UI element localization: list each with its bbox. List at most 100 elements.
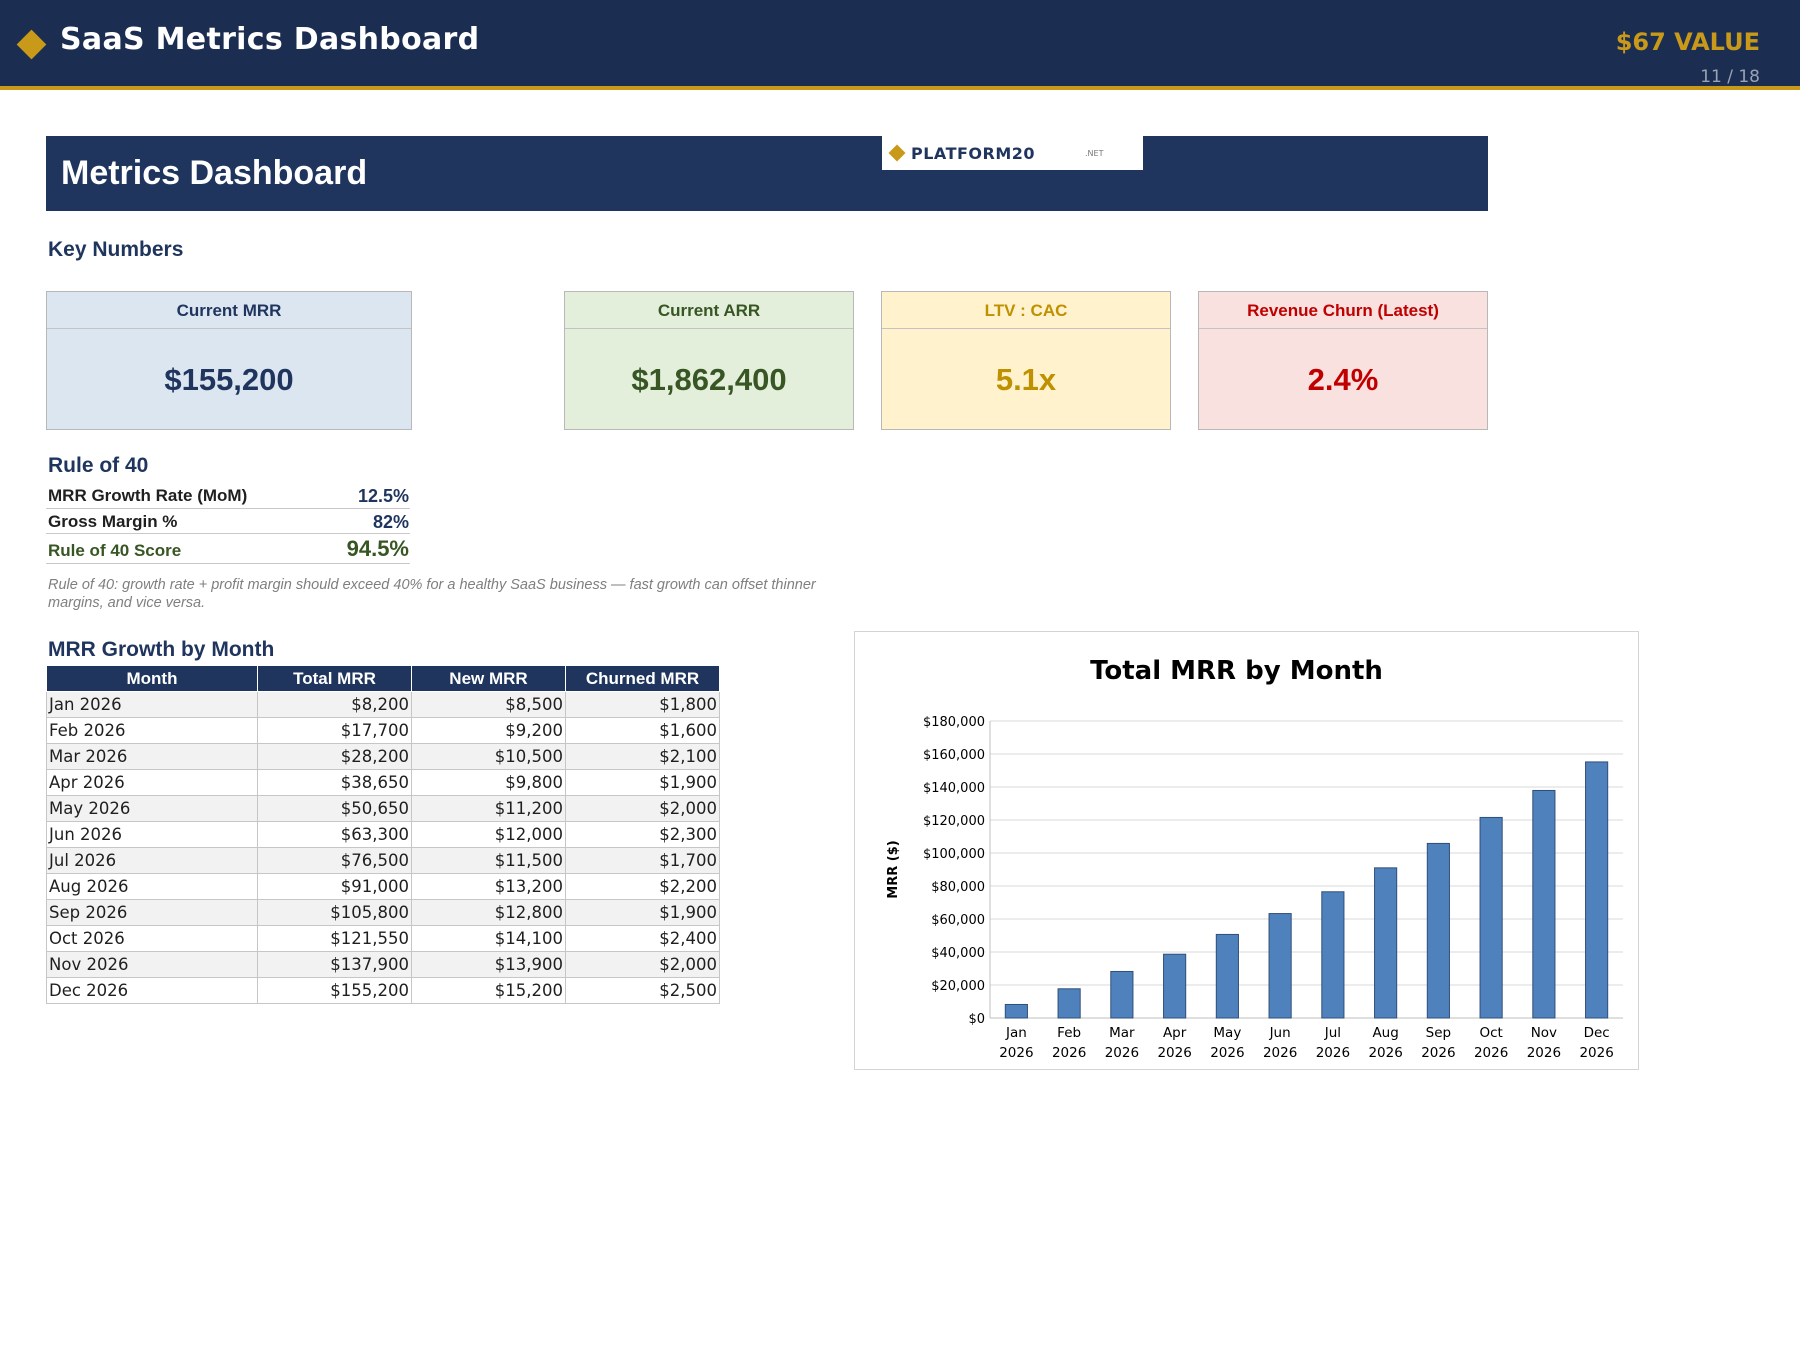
value-cell: $12,800 xyxy=(411,899,566,926)
y-tick-label: $140,000 xyxy=(923,781,985,796)
value-cell: $137,900 xyxy=(257,951,412,978)
x-tick-label: 2026 xyxy=(1474,1045,1508,1061)
x-tick-label: 2026 xyxy=(1527,1045,1561,1061)
month-cell: Dec 2026 xyxy=(46,977,258,1004)
column-header: Month xyxy=(46,665,258,692)
value-cell: $13,200 xyxy=(411,873,566,900)
bar xyxy=(1374,867,1398,1019)
x-tick-label: 2026 xyxy=(1263,1045,1297,1061)
platform-logo: PLATFORM20 .NET xyxy=(882,136,1143,170)
y-axis-label: MRR ($) xyxy=(886,840,901,898)
key-numbers-heading: Key Numbers xyxy=(48,238,184,261)
rule-of-40-score-row: Rule of 40 Score 94.5% xyxy=(46,534,410,564)
month-cell: Feb 2026 xyxy=(46,717,258,744)
table-row: Apr 2026 $38,650 $9,800 $1,900 xyxy=(46,769,720,796)
month-cell: Jun 2026 xyxy=(46,821,258,848)
y-tick-label: $160,000 xyxy=(923,748,985,763)
x-tick-label: 2026 xyxy=(1157,1045,1191,1061)
month-cell: Jul 2026 xyxy=(46,847,258,874)
value-cell: $121,550 xyxy=(257,925,412,952)
value-cell: $8,500 xyxy=(411,691,566,718)
bar xyxy=(1479,816,1503,1019)
x-tick-label: 2026 xyxy=(1368,1045,1402,1061)
month-cell: Mar 2026 xyxy=(46,743,258,770)
kpi-value: 5.1x xyxy=(995,362,1057,397)
kpi-label: Current MRR xyxy=(47,292,411,329)
table-row: Oct 2026 $121,550 $14,100 $2,400 xyxy=(46,925,720,952)
value-cell: $8,200 xyxy=(257,691,412,718)
kpi-card-current-mrr: Current MRR $155,200 xyxy=(46,291,412,430)
value-cell: $63,300 xyxy=(257,821,412,848)
chart-title: Total MRR by Month xyxy=(1090,656,1383,686)
value-cell: $13,900 xyxy=(411,951,566,978)
value-cell: $2,200 xyxy=(565,873,720,900)
column-header: Churned MRR xyxy=(565,665,720,692)
value-cell: $76,500 xyxy=(257,847,412,874)
bar xyxy=(1110,970,1134,1019)
sheet-title: Metrics Dashboard xyxy=(61,154,368,192)
value-cell: $1,700 xyxy=(565,847,720,874)
bar xyxy=(1163,953,1187,1019)
value-cell: $91,000 xyxy=(257,873,412,900)
value-cell: $1,600 xyxy=(565,717,720,744)
rule-of-40-value: 82% xyxy=(372,512,409,532)
value-cell: $38,650 xyxy=(257,769,412,796)
bar xyxy=(1321,891,1345,1019)
x-tick-label: Feb xyxy=(1057,1025,1081,1041)
rule-of-40-row: MRR Growth Rate (MoM) 12.5% xyxy=(46,484,410,509)
rule-of-40-note: Rule of 40: growth rate + profit margin … xyxy=(48,577,816,611)
sheet-title-banner: Metrics Dashboard xyxy=(46,136,1488,211)
kpi-card-revenue-churn: Revenue Churn (Latest) 2.4% xyxy=(1198,291,1488,430)
logo-name: PLATFORM20 xyxy=(911,144,1036,163)
x-tick-label: Jan xyxy=(1005,1025,1027,1041)
rule-of-40-label: MRR Growth Rate (MoM) xyxy=(48,486,248,505)
value-cell: $155,200 xyxy=(257,977,412,1004)
kpi-card-ltv-cac: LTV : CAC 5.1x xyxy=(881,291,1171,430)
value-cell: $28,200 xyxy=(257,743,412,770)
value-cell: $2,500 xyxy=(565,977,720,1004)
month-cell: May 2026 xyxy=(46,795,258,822)
value-cell: $1,800 xyxy=(565,691,720,718)
value-cell: $1,900 xyxy=(565,899,720,926)
diamond-icon xyxy=(888,144,906,162)
x-tick-label: Oct xyxy=(1479,1025,1502,1041)
month-cell: Apr 2026 xyxy=(46,769,258,796)
value-cell: $50,650 xyxy=(257,795,412,822)
month-cell: Oct 2026 xyxy=(46,925,258,952)
x-tick-label: Sep xyxy=(1426,1025,1451,1041)
bar xyxy=(1532,789,1556,1019)
value-cell: $11,500 xyxy=(411,847,566,874)
table-row: Mar 2026 $28,200 $10,500 $2,100 xyxy=(46,743,720,770)
value-cell: $105,800 xyxy=(257,899,412,926)
y-tick-label: $0 xyxy=(968,1012,985,1027)
x-tick-label: 2026 xyxy=(999,1045,1033,1061)
table-row: May 2026 $50,650 $11,200 $2,000 xyxy=(46,795,720,822)
value-cell: $11,200 xyxy=(411,795,566,822)
value-cell: $1,900 xyxy=(565,769,720,796)
value-cell: $2,400 xyxy=(565,925,720,952)
rule-of-40-row: Gross Margin % 82% xyxy=(46,509,410,534)
value-cell: $2,000 xyxy=(565,795,720,822)
month-cell: Jan 2026 xyxy=(46,691,258,718)
y-tick-label: $20,000 xyxy=(931,979,985,994)
column-header: New MRR xyxy=(411,665,566,692)
table-row: Dec 2026 $155,200 $15,200 $2,500 xyxy=(46,977,720,1004)
value-cell: $15,200 xyxy=(411,977,566,1004)
x-tick-label: Nov xyxy=(1531,1025,1557,1041)
value-cell: $10,500 xyxy=(411,743,566,770)
rule-of-40-label: Gross Margin % xyxy=(48,512,178,531)
kpi-value: $1,862,400 xyxy=(631,362,787,397)
table-row: Nov 2026 $137,900 $13,900 $2,000 xyxy=(46,951,720,978)
app-title: SaaS Metrics Dashboard xyxy=(60,22,480,57)
bar xyxy=(1215,933,1239,1019)
value-badge: $67 VALUE xyxy=(1615,28,1760,56)
table-row: Jun 2026 $63,300 $12,000 $2,300 xyxy=(46,821,720,848)
kpi-label: LTV : CAC xyxy=(882,292,1170,329)
x-tick-label: 2026 xyxy=(1579,1045,1613,1061)
value-cell: $2,000 xyxy=(565,951,720,978)
top-banner: SaaS Metrics Dashboard $67 VALUE 11 / 18 xyxy=(0,0,1800,87)
month-cell: Aug 2026 xyxy=(46,873,258,900)
x-tick-label: 2026 xyxy=(1210,1045,1244,1061)
rule-of-40-value: 12.5% xyxy=(357,486,409,506)
kpi-label: Current ARR xyxy=(565,292,853,329)
